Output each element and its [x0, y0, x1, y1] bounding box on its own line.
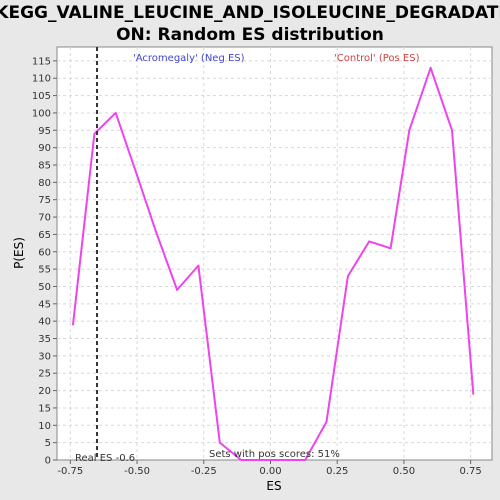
- y-tick-label: 10: [38, 421, 51, 432]
- x-tick-label: -0.25: [191, 466, 217, 477]
- y-tick-label: 95: [38, 126, 51, 137]
- data-point: [429, 66, 432, 69]
- data-point: [154, 230, 157, 232]
- data-point: [114, 112, 117, 114]
- data-point: [197, 264, 200, 267]
- y-tick-label: 15: [38, 403, 51, 414]
- y-tick-label: 110: [32, 74, 51, 85]
- y-tick-label: 0: [45, 456, 51, 467]
- series-line: [72, 66, 475, 461]
- x-tick-label: 0.50: [393, 466, 415, 477]
- data-point: [408, 129, 411, 132]
- x-tick-label: 0.00: [259, 466, 281, 477]
- y-axis: 0 5 10 15 20 25 30 35 40 45 50 55 60 65 70 75 80 85 90 95 10…: [32, 56, 57, 467]
- y-tick-label: 50: [38, 282, 51, 293]
- data-point: [261, 459, 264, 461]
- y-tick-label: 40: [38, 317, 51, 328]
- data-point: [368, 240, 371, 243]
- plot-area: [56, 46, 493, 461]
- y-tick-label: 80: [38, 178, 51, 189]
- data-point: [93, 132, 96, 135]
- data-point: [218, 441, 221, 444]
- y-tick-label: 45: [38, 299, 51, 310]
- real-es-label: Real ES -0.6: [75, 453, 135, 464]
- y-tick-label: 5: [45, 438, 51, 449]
- data-point: [282, 459, 285, 461]
- chart-title-line2: ON: Random ES distribution: [116, 25, 384, 45]
- y-tick-label: 100: [32, 108, 51, 119]
- neg-es-annotation: 'Acromegaly' (Neg ES): [133, 53, 245, 64]
- y-tick-label: 35: [38, 334, 51, 345]
- pos-scores-annotation: Sets with pos scores: 51%: [209, 449, 340, 460]
- data-point: [72, 323, 74, 326]
- y-tick-label: 115: [32, 56, 51, 67]
- x-tick-label: -0.75: [57, 466, 83, 477]
- y-tick-label: 75: [38, 195, 51, 206]
- y-tick-label: 55: [38, 265, 51, 276]
- y-tick-label: 60: [38, 247, 51, 258]
- data-point: [472, 393, 475, 395]
- data-point: [136, 174, 138, 177]
- y-tick-label: 25: [38, 369, 51, 380]
- y-tick-label: 90: [38, 143, 51, 154]
- data-point: [325, 420, 328, 423]
- grid-lines: [57, 47, 492, 460]
- x-tick-label: 0.25: [326, 466, 348, 477]
- y-tick-label: 65: [38, 230, 51, 241]
- x-axis-label: ES: [266, 479, 281, 493]
- y-tick-label: 70: [38, 213, 51, 224]
- y-tick-label: 20: [38, 386, 51, 397]
- data-point: [304, 459, 307, 461]
- pos-es-annotation: 'Control' (Pos ES): [334, 53, 420, 64]
- data-point: [176, 289, 178, 291]
- data-point: [389, 247, 392, 250]
- x-axis: -0.75 -0.50 -0.25 0.00 0.25 0.50 0.75: [57, 460, 482, 477]
- y-tick-label: 30: [38, 351, 51, 362]
- chart-title-line1: KEGG_VALINE_LEUCINE_AND_ISOLEUCINE_DEGRA…: [0, 3, 500, 23]
- x-tick-label: -0.50: [124, 466, 150, 477]
- data-point: [240, 459, 243, 461]
- y-axis-label: P(ES): [12, 237, 26, 269]
- data-point: [346, 275, 349, 277]
- y-tick-label: 105: [32, 91, 51, 102]
- y-tick-label: 85: [38, 161, 51, 172]
- series-layer: [72, 66, 475, 461]
- data-point: [451, 129, 453, 132]
- x-tick-label: 0.75: [460, 466, 482, 477]
